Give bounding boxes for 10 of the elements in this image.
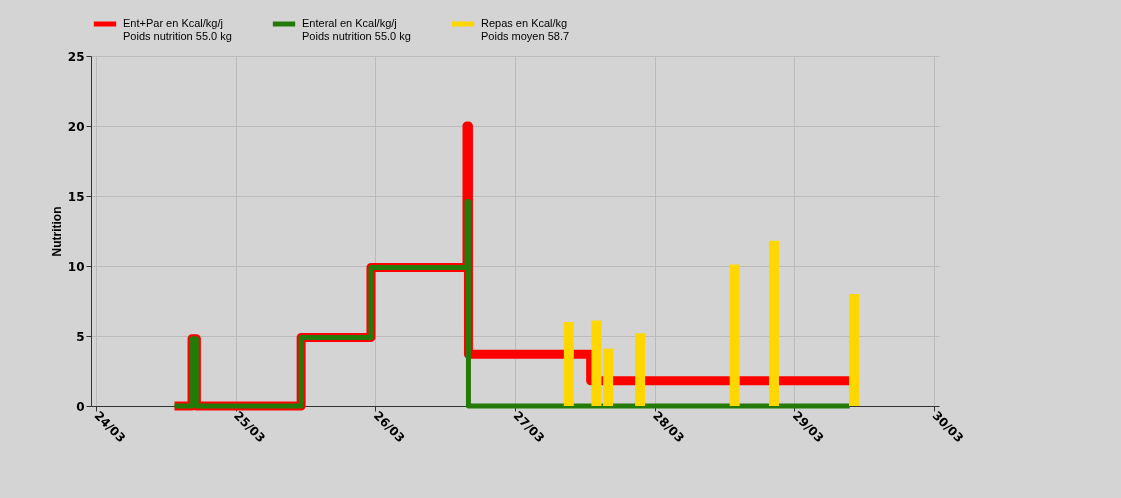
y-tick-label: 10	[67, 259, 85, 274]
legend-label: Repas en Kcal/kg Poids moyen 58.7	[481, 17, 570, 42]
legend-label: Enteral en Kcal/kg/j Poids nutrition 55.0 kg	[302, 17, 411, 42]
y-tick-label: 25	[67, 49, 85, 64]
y-axis-title: Nutrition	[49, 206, 64, 257]
y-tick-label: 0	[76, 399, 85, 414]
y-tick-label: 20	[67, 119, 85, 134]
legend-label: Ent+Par en Kcal/kg/j Poids nutrition 55.0 kg	[123, 17, 232, 42]
y-tick-label: 15	[67, 189, 85, 204]
y-tick-label: 5	[76, 329, 85, 344]
